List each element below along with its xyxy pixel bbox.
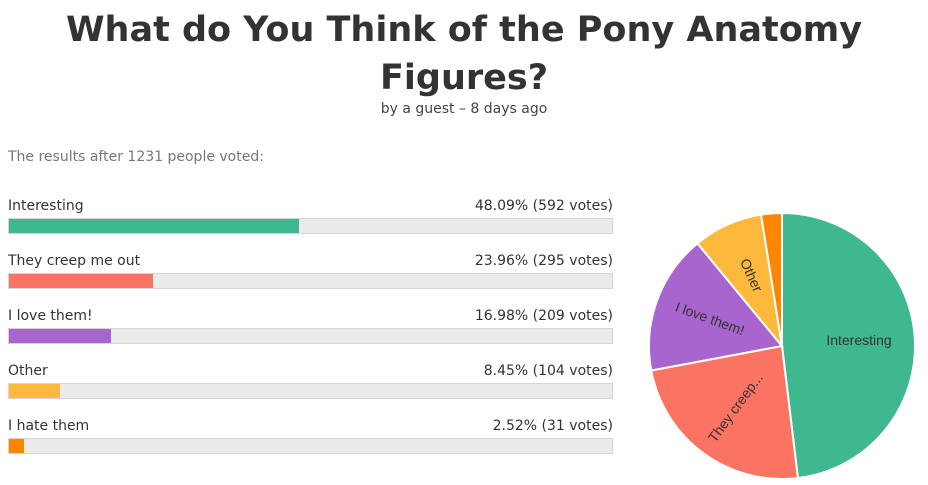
poll-title-line2: Figures? [379,58,548,98]
poll-title-line1: What do You Think of the Pony Anatomy [65,10,863,50]
result-value: 16.98% (209 votes) [474,308,613,324]
result-value: 23.96% (295 votes) [474,253,613,269]
result-bar-track [8,438,613,454]
result-bar-track [8,328,613,344]
results-list: Interesting 48.09% (592 votes) They cree… [8,194,613,469]
result-value: 48.09% (592 votes) [474,198,613,214]
result-bar-fill [9,274,154,288]
pie-slice-3 [648,241,784,372]
results-summary: The results after 1231 people voted: [8,149,264,165]
poll-byline: by a guest – 8 days ago [380,101,548,117]
result-label: They creep me out [8,253,141,269]
result-label: Other [8,363,48,379]
result-bar-fill [9,329,112,343]
pie-slice-5 [759,211,783,347]
result-item-i-hate-them: I hate them 2.52% (31 votes) [8,414,613,469]
result-bar-fill [9,384,60,398]
result-label: I hate them [8,418,90,434]
result-item-interesting: Interesting 48.09% (592 votes) [8,194,613,249]
result-bar-track [8,273,613,289]
result-item-i-love-them: I love them! 16.98% (209 votes) [8,304,613,359]
result-item-other: Other 8.45% (104 votes) [8,359,613,414]
result-label: I love them! [8,308,93,324]
result-bar-track [8,383,613,399]
pie-slice-2 [650,344,800,480]
result-value: 8.45% (104 votes) [483,363,613,379]
result-bar-fill [9,439,25,453]
pie-slice-label: Interesting [826,332,891,348]
result-item-they-creep-me-out: They creep me out 23.96% (295 votes) [8,249,613,304]
result-bar-track [8,218,613,234]
result-label: Interesting [8,198,84,214]
pie-slice-1 [781,211,916,480]
result-bar-fill [9,219,299,233]
poll-title: What do You Think of the Pony Anatomy Fi… [0,6,928,102]
result-value: 2.52% (31 votes) [492,418,613,434]
